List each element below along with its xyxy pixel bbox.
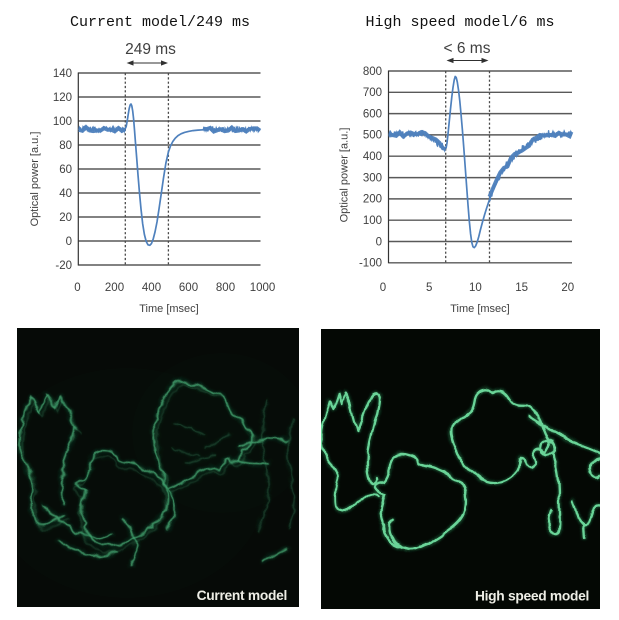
- svg-text:Optical power [a.u.]: Optical power [a.u.]: [339, 128, 351, 223]
- svg-text:400: 400: [363, 151, 382, 163]
- svg-text:100: 100: [53, 116, 72, 128]
- svg-text:80: 80: [59, 140, 72, 152]
- svg-text:700: 700: [363, 87, 382, 99]
- svg-text:5: 5: [426, 282, 432, 294]
- svg-text:-100: -100: [359, 258, 382, 270]
- svg-text:600: 600: [179, 282, 198, 294]
- svg-text:100: 100: [363, 215, 382, 227]
- svg-text:20: 20: [59, 212, 72, 224]
- svg-text:140: 140: [53, 68, 72, 80]
- svg-text:Current model/249 ms: Current model/249 ms: [70, 14, 250, 31]
- svg-text:Current model: Current model: [197, 588, 287, 603]
- svg-text:40: 40: [59, 188, 72, 200]
- svg-text:Time [msec]: Time [msec]: [450, 303, 510, 315]
- svg-text:60: 60: [59, 164, 72, 176]
- svg-text:0: 0: [66, 236, 72, 248]
- svg-text:800: 800: [216, 282, 235, 294]
- svg-text:Time [msec]: Time [msec]: [139, 303, 199, 315]
- svg-text:400: 400: [142, 282, 161, 294]
- svg-text:1000: 1000: [250, 282, 276, 294]
- svg-text:200: 200: [105, 282, 124, 294]
- svg-text:20: 20: [561, 282, 574, 294]
- svg-text:Optical power [a.u.]: Optical power [a.u.]: [29, 132, 41, 227]
- svg-text:0: 0: [376, 236, 382, 248]
- svg-text:0: 0: [380, 282, 386, 294]
- svg-text:10: 10: [469, 282, 482, 294]
- svg-text:High speed model/6 ms: High speed model/6 ms: [365, 14, 554, 31]
- svg-text:300: 300: [363, 172, 382, 184]
- svg-text:200: 200: [363, 194, 382, 206]
- svg-text:500: 500: [363, 130, 382, 142]
- svg-text:120: 120: [53, 92, 72, 104]
- svg-text:600: 600: [363, 108, 382, 120]
- svg-text:800: 800: [363, 66, 382, 78]
- svg-text:15: 15: [515, 282, 528, 294]
- svg-text:249 ms: 249 ms: [125, 41, 176, 58]
- svg-text:0: 0: [74, 282, 80, 294]
- svg-text:< 6 ms: < 6 ms: [444, 40, 491, 57]
- svg-text:High speed model: High speed model: [475, 589, 589, 604]
- svg-text:-20: -20: [55, 260, 72, 272]
